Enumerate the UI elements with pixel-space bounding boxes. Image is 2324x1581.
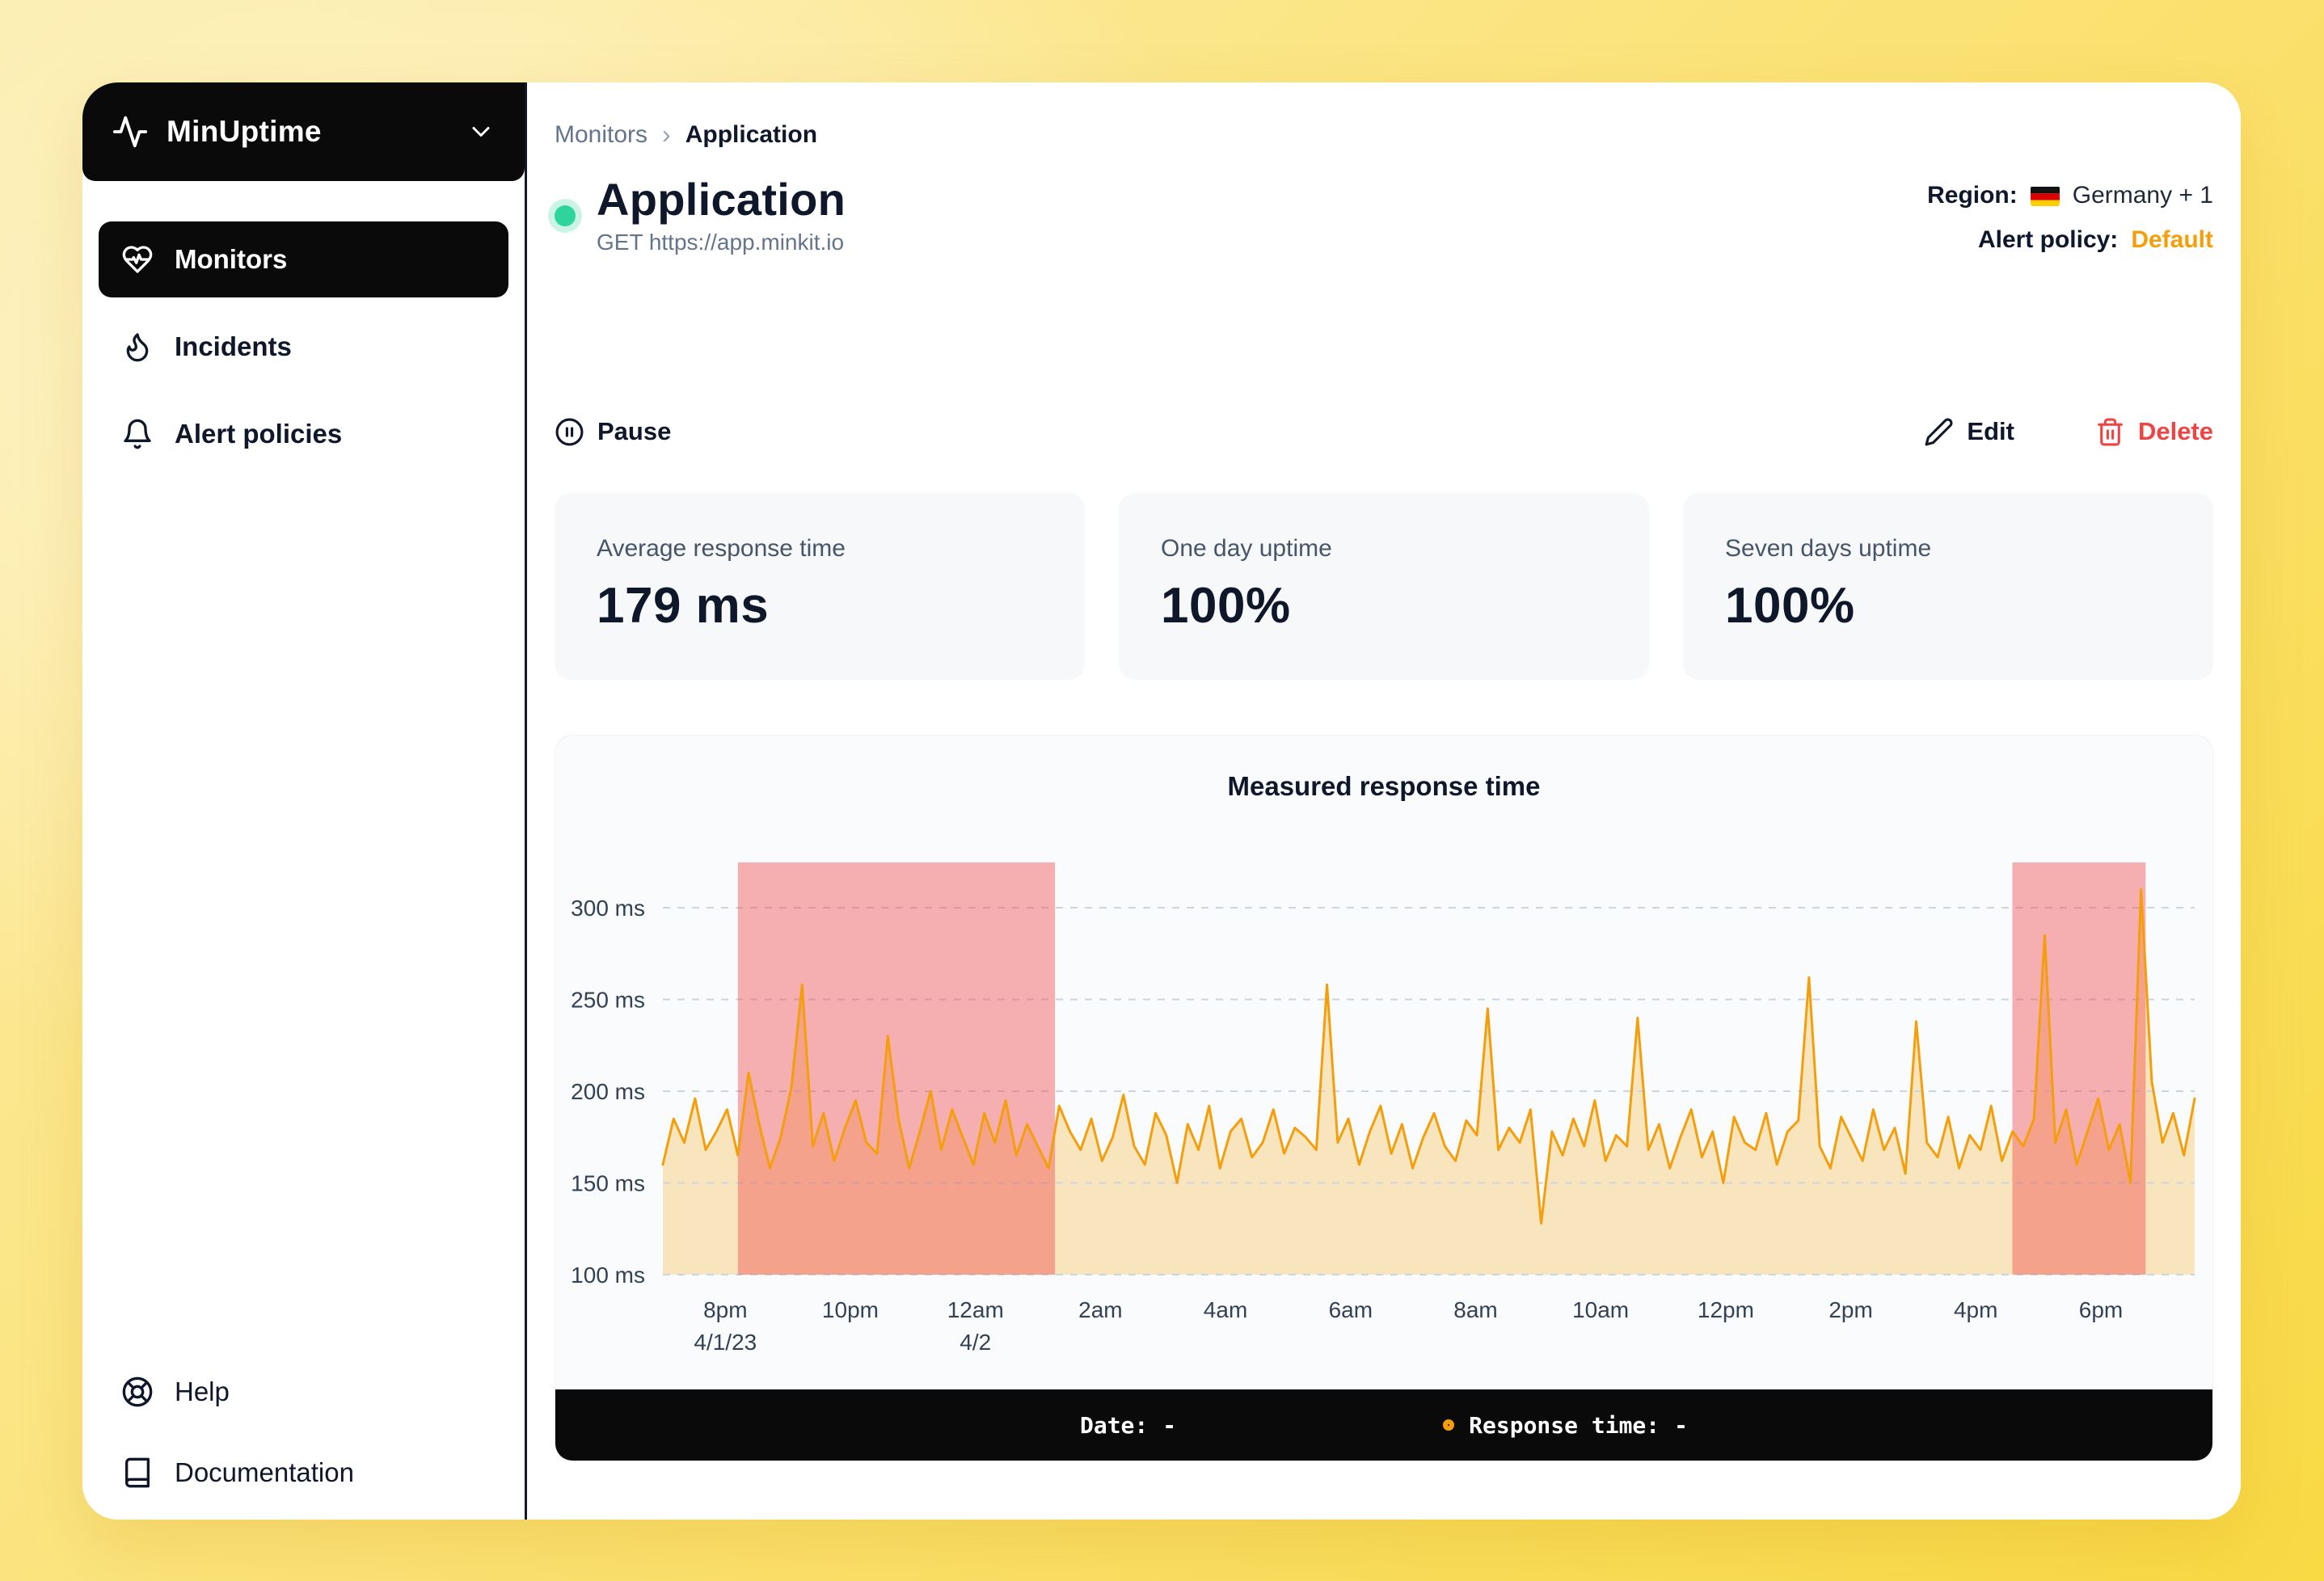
region-value: Germany + 1 [2072,182,2213,209]
main-content: Monitors › Application Application GET h… [527,82,2241,1520]
heart-pulse-icon [122,246,153,273]
stat-value: 179 ms [597,578,770,634]
region-row: Region: Germany + 1 [1927,181,2213,210]
pause-circle-icon [555,418,584,445]
sidebar: MinUptime Monitors Incidents Alert polic… [82,82,527,1520]
chart-tooltip-bar: Date: - Response time: - [555,1389,2212,1461]
breadcrumb: Monitors › Application [555,120,817,150]
sidebar-item-alert-policies[interactable]: Alert policies [99,396,508,472]
response-time-chart-card: Measured response time 300 ms 250 ms 200 m… [555,735,2213,1461]
tooltip-date: Date: - [1080,1412,1176,1439]
stat-label: Seven days uptime [1725,535,1932,562]
sidebar-item-label: Help [175,1377,230,1406]
stat-value: 100% [1725,578,1855,634]
stat-seven-days-uptime: Seven days uptime 100% [1683,493,2213,680]
status-up-dot [555,205,576,226]
response-time-chart[interactable]: 300 ms 250 ms 200 ms 150 ms 100 ms 8pm 4/1/23 1… [555,833,2212,1374]
edit-button[interactable]: Edit [1924,417,2014,447]
alert-policy-label: Alert policy: [1977,226,2119,253]
sidebar-item-help[interactable]: Help [121,1374,486,1410]
svg-text:100 ms: 100 ms [571,1263,645,1288]
bell-icon [124,419,151,449]
svg-text:6pm: 6pm [2079,1297,2123,1322]
svg-text:8am: 8am [1453,1297,1497,1322]
pause-label: Pause [597,417,672,445]
region-label: Region: [1927,182,2018,209]
pencil-icon [1925,418,1953,445]
monitor-url: GET https://app.minkit.io [597,230,845,255]
sidebar-footer: Help Documentation [82,1374,525,1520]
svg-text:8pm: 8pm [703,1297,747,1322]
stat-value: 100% [1161,578,1291,634]
stats-row: Average response time 179 ms One day upt… [555,493,2213,680]
workspace-switcher[interactable]: MinUptime [82,82,525,181]
svg-text:250 ms: 250 ms [571,988,645,1013]
trash-icon [2098,418,2123,445]
monitor-meta: Region: Germany + 1 Alert policy: Defaul… [1927,181,2213,255]
app-title: MinUptime [167,115,322,148]
svg-text:12pm: 12pm [1698,1297,1754,1322]
chart-title: Measured response time [1227,771,1541,801]
sidebar-item-incidents[interactable]: Incidents [99,309,508,385]
breadcrumb-monitors-link[interactable]: Monitors [555,120,648,148]
activity-logo-icon [112,116,148,148]
pause-button[interactable]: Pause [555,417,671,447]
svg-text:4pm: 4pm [1954,1297,1997,1322]
tooltip-response-label: Response time: [1469,1411,1660,1439]
chevron-down-icon [472,127,490,137]
svg-text:200 ms: 200 ms [571,1079,645,1104]
svg-text:4/2: 4/2 [960,1330,991,1355]
alert-policy-row: Alert policy: Default [1978,226,2213,255]
sidebar-item-label: Documentation [175,1457,354,1487]
germany-flag-icon [2030,186,2060,206]
svg-text:6am: 6am [1329,1297,1373,1322]
svg-text:10am: 10am [1572,1297,1629,1322]
life-buoy-icon [122,1377,153,1407]
stat-label: Average response time [597,535,846,562]
delete-label: Delete [2137,417,2213,445]
svg-text:300 ms: 300 ms [571,896,645,921]
stat-label: One day uptime [1161,535,1332,562]
flame-icon [126,333,149,362]
breadcrumb-current: Application [685,120,818,148]
book-icon [125,1457,150,1488]
sidebar-item-monitors[interactable]: Monitors [99,221,508,297]
svg-text:2am: 2am [1078,1297,1122,1322]
tooltip-date-label: Date: [1079,1411,1149,1439]
tooltip-response-value: - [1674,1411,1689,1439]
stat-one-day-uptime: One day uptime 100% [1119,493,1649,680]
series-marker-icon [1443,1419,1455,1431]
svg-text:10pm: 10pm [822,1297,879,1322]
page-title: Application [597,174,846,225]
breadcrumb-separator: › [662,120,671,149]
svg-text:2pm: 2pm [1828,1297,1872,1322]
sidebar-item-documentation[interactable]: Documentation [121,1455,486,1490]
monitor-header: Application GET https://app.minkit.io [555,176,846,255]
sidebar-nav: Monitors Incidents Alert policies [82,221,525,472]
sidebar-item-label: Alert policies [175,419,343,449]
stat-average-response-time: Average response time 179 ms [555,493,1085,680]
sidebar-item-label: Incidents [175,331,292,361]
edit-label: Edit [1967,417,2014,445]
monitor-actions: Pause Edit Delete [555,409,2213,454]
svg-text:4am: 4am [1204,1297,1247,1322]
tooltip-response: Response time: - [1443,1412,1688,1439]
sidebar-item-label: Monitors [175,244,288,274]
svg-text:12am: 12am [947,1297,1004,1322]
app-window: MinUptime Monitors Incidents Alert polic… [82,82,2241,1520]
alert-policy-default-link[interactable]: Default [2131,226,2213,253]
svg-text:4/1/23: 4/1/23 [694,1330,757,1355]
delete-button[interactable]: Delete [2095,417,2213,447]
tooltip-date-value: - [1162,1411,1177,1439]
svg-text:150 ms: 150 ms [571,1171,645,1196]
